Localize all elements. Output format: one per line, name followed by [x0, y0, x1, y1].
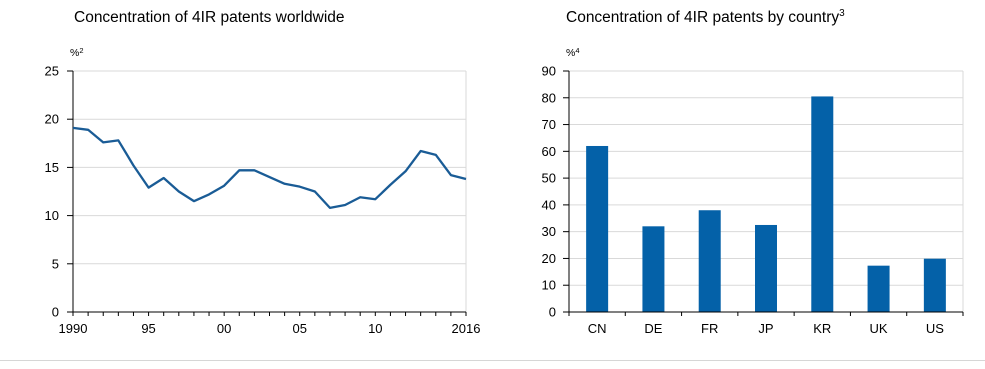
x-tick-label: FR: [701, 321, 718, 336]
bar-cn: [586, 145, 609, 312]
y-tick-label: 10: [45, 208, 59, 223]
x-tick-label: 1990: [59, 321, 88, 336]
y-tick-label: 40: [542, 197, 556, 212]
y-tick-label: 10: [542, 278, 556, 293]
x-tick-label: 00: [217, 321, 231, 336]
series-line: [72, 126, 467, 210]
x-tick-label: 10: [368, 321, 382, 336]
bar-kr: [811, 96, 834, 312]
bar-fr: [698, 210, 721, 312]
y-unit-label: %2: [70, 46, 84, 59]
x-tick-label: 05: [292, 321, 306, 336]
y-tick-label: 20: [45, 112, 59, 127]
x-tick-label: US: [926, 321, 944, 336]
y-tick-label: 15: [45, 160, 59, 175]
y-tick-label: 60: [542, 144, 556, 159]
bar-us: [923, 258, 946, 312]
y-tick-label: 30: [542, 224, 556, 239]
y-tick-label: 80: [542, 90, 556, 105]
chart-title-worldwide: Concentration of 4IR patents worldwide: [74, 9, 345, 27]
bar-jp: [755, 224, 777, 312]
y-tick-label: 90: [542, 64, 556, 79]
y-unit-label: %4: [566, 46, 580, 59]
x-tick-label: CN: [588, 321, 607, 336]
x-tick-label: UK: [870, 321, 888, 336]
x-tick-label: DE: [644, 321, 662, 336]
y-tick-label: 0: [549, 305, 556, 320]
y-tick-label: 50: [542, 171, 556, 186]
x-tick-label: KR: [813, 321, 831, 336]
bar-uk: [867, 265, 890, 312]
y-tick-label: 5: [52, 256, 59, 271]
bar-de: [642, 226, 665, 312]
y-tick-label: 0: [52, 305, 59, 320]
x-tick-label: JP: [758, 321, 773, 336]
x-tick-label: 95: [141, 321, 155, 336]
y-tick-label: 70: [542, 117, 556, 132]
y-tick-label: 20: [542, 251, 556, 266]
chart-title-by-country: Concentration of 4IR patents by country3: [566, 8, 845, 27]
y-tick-label: 25: [45, 64, 59, 79]
bottom-divider: [0, 360, 985, 361]
x-tick-label: 2016: [452, 321, 481, 336]
